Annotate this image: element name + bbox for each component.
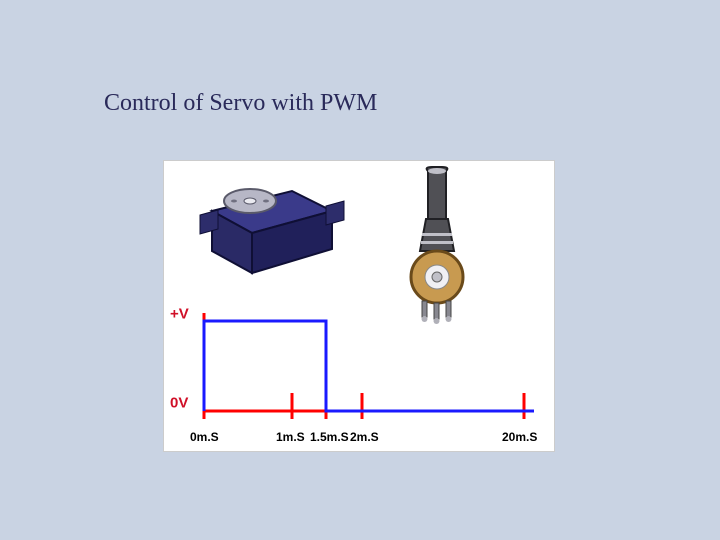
- x-axis-label: 1m.S: [276, 430, 305, 444]
- servo-icon: [200, 189, 344, 273]
- x-axis-label: 2m.S: [350, 430, 379, 444]
- pwm-pulse: [204, 321, 534, 411]
- x-axis-label: 20m.S: [502, 430, 537, 444]
- y-axis-label: 0V: [170, 394, 188, 411]
- x-axis-label: 0m.S: [190, 430, 219, 444]
- potentiometer-icon: [411, 167, 463, 324]
- pwm-waveform: +V 0V 0m.S 1m.S 1.5m.S2m.S 20m.S: [170, 305, 537, 444]
- page-title: Control of Servo with PWM: [104, 90, 377, 117]
- diagram-figure: +V 0V 0m.S 1m.S 1.5m.S2m.S 20m.S: [163, 160, 555, 452]
- x-axis-label: 1.5m.S: [310, 430, 349, 444]
- y-axis-label: +V: [170, 305, 189, 322]
